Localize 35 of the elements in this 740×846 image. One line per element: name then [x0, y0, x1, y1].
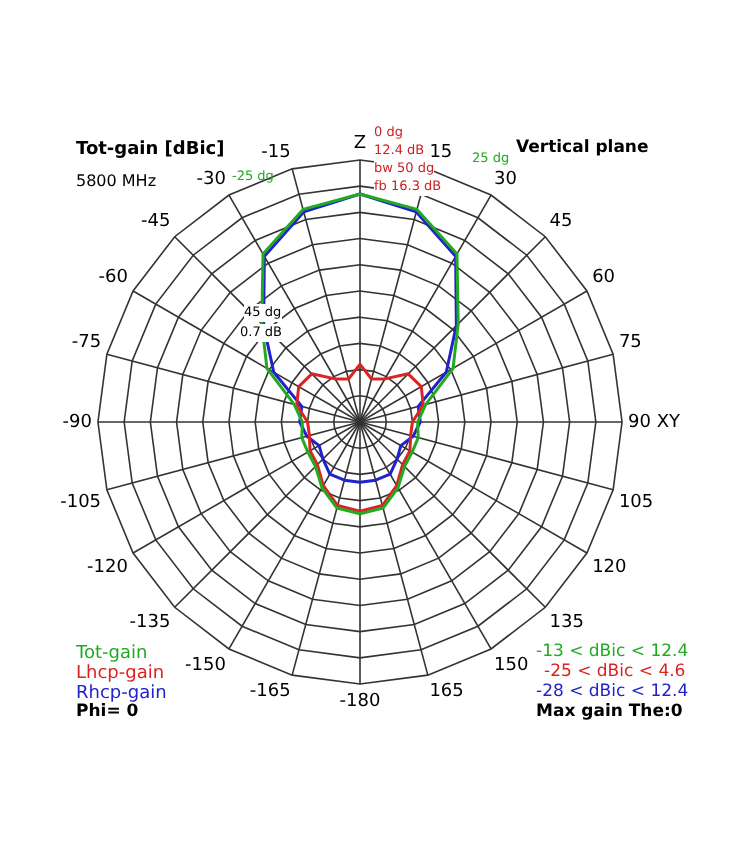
spoke-label: 45: [549, 212, 573, 233]
spoke-label: 150: [494, 655, 529, 676]
spoke-label: 60: [592, 267, 616, 288]
chart-title: Tot-gain [dBic]: [76, 140, 225, 160]
spoke-label: 105: [618, 492, 654, 513]
text: Lhcp-gain: [76, 664, 167, 684]
spoke-label: 135: [549, 613, 584, 634]
spoke-label: 30: [494, 169, 518, 190]
spoke-label: -75: [71, 332, 102, 353]
text: Max gain The:0: [536, 702, 683, 722]
text: Phi= 0: [76, 702, 139, 722]
spoke-label: -165: [249, 682, 291, 703]
spoke-label: 75: [618, 332, 642, 353]
spoke-label: -150: [185, 655, 227, 676]
spoke-label: -180: [339, 691, 381, 712]
text: -13 < dBic < 12.4: [536, 642, 689, 662]
spoke-label: -60: [98, 267, 129, 288]
spoke-label: 90 XY: [628, 412, 681, 433]
text: -25 < dBic < 4.6: [544, 662, 686, 682]
spoke-label: -15: [261, 142, 291, 163]
spoke-label: Z: [353, 133, 367, 154]
spoke-label: 15: [429, 142, 453, 163]
spoke-label: -90: [62, 412, 93, 433]
spoke-label: -30: [196, 169, 227, 190]
spoke-label: -135: [129, 613, 171, 634]
spoke-label: 120: [592, 557, 628, 578]
spoke-label: 165: [429, 682, 464, 703]
text: Vertical plane: [516, 138, 649, 158]
spoke-label: -105: [60, 492, 102, 513]
text: Tot-gain: [76, 644, 150, 664]
text: Rhcp-gain: [76, 684, 167, 704]
spoke-label: -45: [141, 212, 171, 233]
spoke-label: -120: [86, 557, 129, 578]
text: 5800 MHz: [76, 172, 157, 190]
text: -28 < dBic < 12.4: [536, 682, 689, 702]
